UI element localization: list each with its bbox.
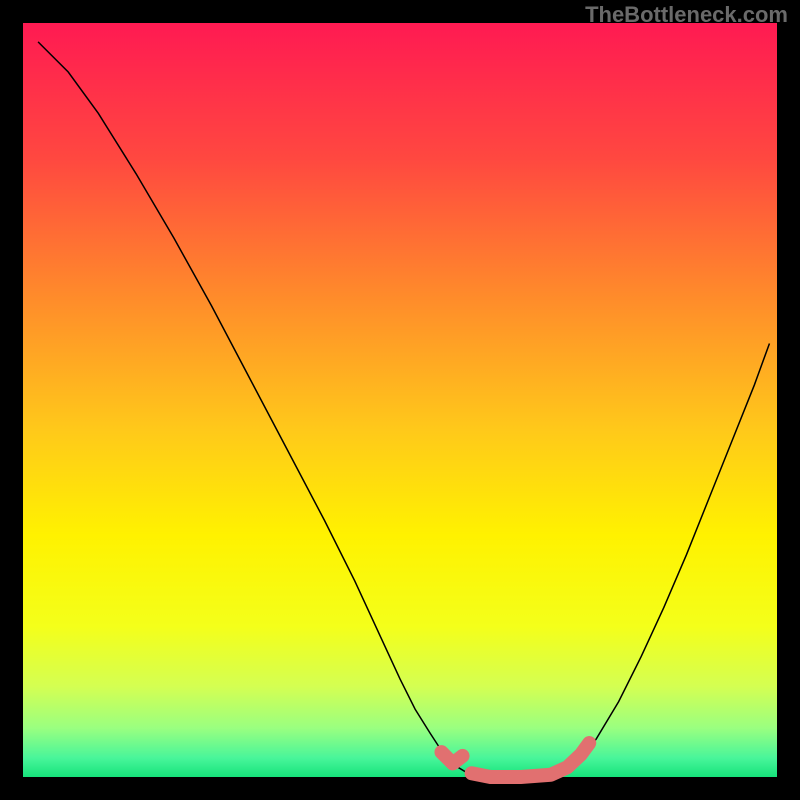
watermark-text: TheBottleneck.com: [585, 2, 788, 28]
bottleneck-chart: [0, 0, 800, 800]
gradient-background: [23, 23, 777, 777]
chart-frame: TheBottleneck.com: [0, 0, 800, 800]
optimal-range-segment: [441, 752, 462, 763]
